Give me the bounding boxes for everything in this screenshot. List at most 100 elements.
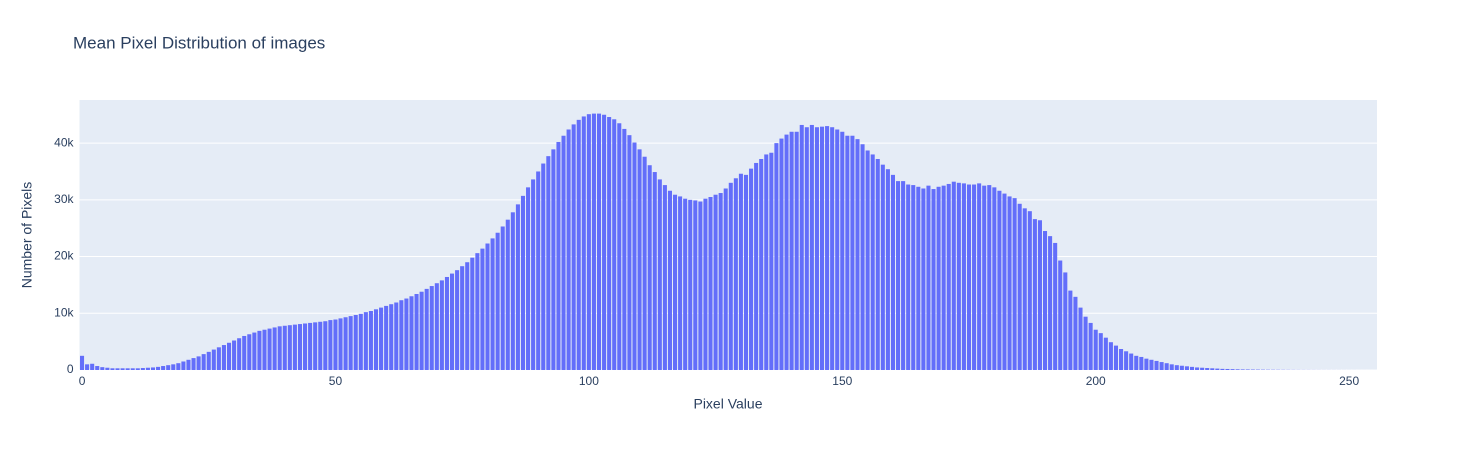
bar [749,168,754,370]
bar [1103,337,1108,370]
bar [890,174,895,370]
bar [1184,366,1189,370]
bar [232,340,237,370]
bar [1129,353,1134,370]
bar [292,324,297,370]
bar [936,186,941,370]
bar [703,198,708,370]
bar [166,365,171,370]
bar [226,342,232,370]
bar [576,119,581,371]
bar [373,309,379,370]
bar [1174,365,1179,370]
bar [1068,290,1073,370]
bar [419,291,424,370]
bar [135,368,140,370]
bar [693,200,698,370]
bar [814,127,819,370]
bar [825,126,830,370]
bar [90,363,95,370]
bar [500,226,505,370]
bar [916,186,921,370]
bar [282,325,287,370]
bar [830,127,835,370]
bar [287,325,292,370]
bar [1048,236,1053,370]
bar [343,317,348,370]
bar [323,321,328,370]
bar [272,327,277,370]
bar [399,300,404,370]
bar [956,182,961,370]
bar [221,345,226,370]
bar [972,184,977,370]
bar [1225,368,1230,370]
bar [1022,208,1027,370]
bar [961,183,966,370]
bar [1215,368,1220,370]
bar [1027,211,1032,370]
bar [799,124,804,371]
bar [632,142,637,370]
bar [480,248,485,370]
bar [439,280,444,370]
bar [840,131,845,370]
bar [1012,198,1017,370]
bar [186,359,191,370]
bar [536,171,541,370]
bar [1002,193,1007,370]
bar [1210,368,1215,370]
bar [257,330,262,370]
bar [424,288,429,370]
bar [353,314,358,370]
bar [880,164,885,370]
bar [95,366,100,370]
bar [526,187,531,370]
bar [181,361,186,370]
bar [804,127,809,370]
bar [196,356,201,370]
bar [409,296,414,370]
bar [434,283,439,370]
bar [855,139,860,370]
bar [865,150,870,370]
bar [110,368,115,370]
bar [404,298,409,370]
bar [556,141,561,370]
bar [602,114,607,371]
bar [515,204,520,370]
bar [652,172,657,370]
bar [338,318,343,370]
y-tick-label: 10k [54,305,74,319]
bar [1144,358,1149,370]
x-tick-label: 0 [79,374,86,388]
bar [571,124,576,371]
chart-title: Mean Pixel Distribution of images [73,33,325,52]
bar [769,152,774,370]
bar [520,195,526,370]
x-axis-title: Pixel Value [693,396,762,412]
bar [262,329,267,370]
bar [1149,359,1154,370]
bar [191,358,196,370]
bar [1189,366,1195,370]
bar [921,188,926,370]
bar [379,307,384,370]
bar [1088,322,1093,370]
bar [607,117,612,370]
bar [1245,369,1250,370]
bar [982,185,987,370]
bar [1093,329,1098,370]
bar [1200,367,1205,370]
bar [156,366,161,370]
bar [485,243,490,370]
bar [1230,369,1235,370]
bar [860,144,865,370]
bar [561,135,566,370]
bar [470,257,475,370]
bar [1017,203,1022,370]
bar [723,188,728,370]
bar [647,165,652,370]
bar [911,185,916,370]
